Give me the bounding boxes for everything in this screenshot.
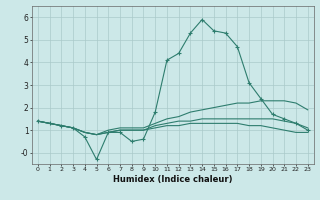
X-axis label: Humidex (Indice chaleur): Humidex (Indice chaleur) xyxy=(113,175,233,184)
